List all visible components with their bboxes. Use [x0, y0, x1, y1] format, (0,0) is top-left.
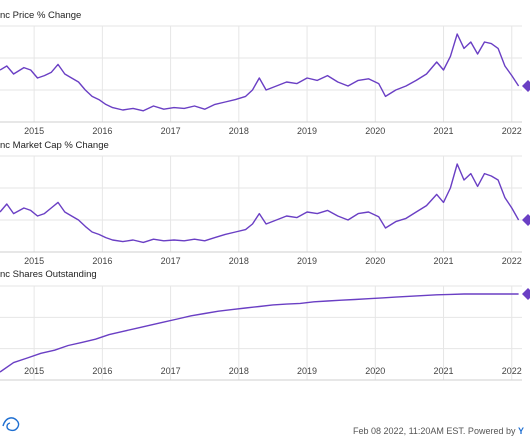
x-tick-label: 2015 — [24, 256, 44, 266]
x-tick-label: 2020 — [365, 256, 385, 266]
x-tick-label: 2017 — [161, 256, 181, 266]
series-line — [0, 293, 519, 373]
x-tick-label: 2019 — [297, 366, 317, 376]
panel-2: 2015 2016 2017 2018 2019 2020 2021 2022 — [0, 155, 530, 266]
x-tick-label: 2016 — [92, 256, 112, 266]
x-tick-label: 2016 — [92, 366, 112, 376]
x-tick-label: 2020 — [365, 126, 385, 136]
x-tick-label: 2018 — [229, 366, 249, 376]
x-tick-label: 2015 — [24, 126, 44, 136]
x-tick-label: 2021 — [434, 126, 454, 136]
x-tick-label: 2016 — [92, 126, 112, 136]
panel-2-title: nc Market Cap % Change — [0, 140, 109, 151]
x-tick-label: 2022 — [502, 126, 522, 136]
x-tick-label: 2017 — [161, 126, 181, 136]
series-line — [0, 163, 520, 244]
x-tick-label: 2021 — [434, 256, 454, 266]
x-tick-label: 2019 — [297, 256, 317, 266]
series-line — [0, 33, 520, 112]
series-end-marker — [522, 80, 530, 92]
x-tick-label: 2021 — [434, 366, 454, 376]
panel-3: 2015 2016 2017 2018 2019 2020 2021 2022 — [0, 285, 530, 381]
x-tick-label: 2018 — [229, 256, 249, 266]
panel-1-title: nc Price % Change — [0, 10, 82, 21]
panel-1: 2015 2016 2017 2018 2019 2020 2021 2022 — [0, 25, 530, 136]
x-tick-label: 2022 — [502, 256, 522, 266]
series-end-marker — [522, 288, 530, 300]
x-tick-label: 2019 — [297, 126, 317, 136]
x-tick-label: 2015 — [24, 366, 44, 376]
x-tick-label: 2017 — [161, 366, 181, 376]
panel-3-title: nc Shares Outstanding — [0, 269, 97, 280]
x-tick-label: 2022 — [502, 366, 522, 376]
footer-text: Feb 08 2022, 11:20AM EST. Powered by — [353, 426, 516, 436]
footer-brand: Y — [517, 426, 524, 436]
x-tick-label: 2018 — [229, 126, 249, 136]
x-tick-label: 2020 — [365, 366, 385, 376]
series-end-marker — [522, 214, 530, 226]
watermark-logo-icon — [2, 417, 20, 432]
footer: Feb 08 2022, 11:20AM EST. Powered by Y — [353, 426, 524, 436]
